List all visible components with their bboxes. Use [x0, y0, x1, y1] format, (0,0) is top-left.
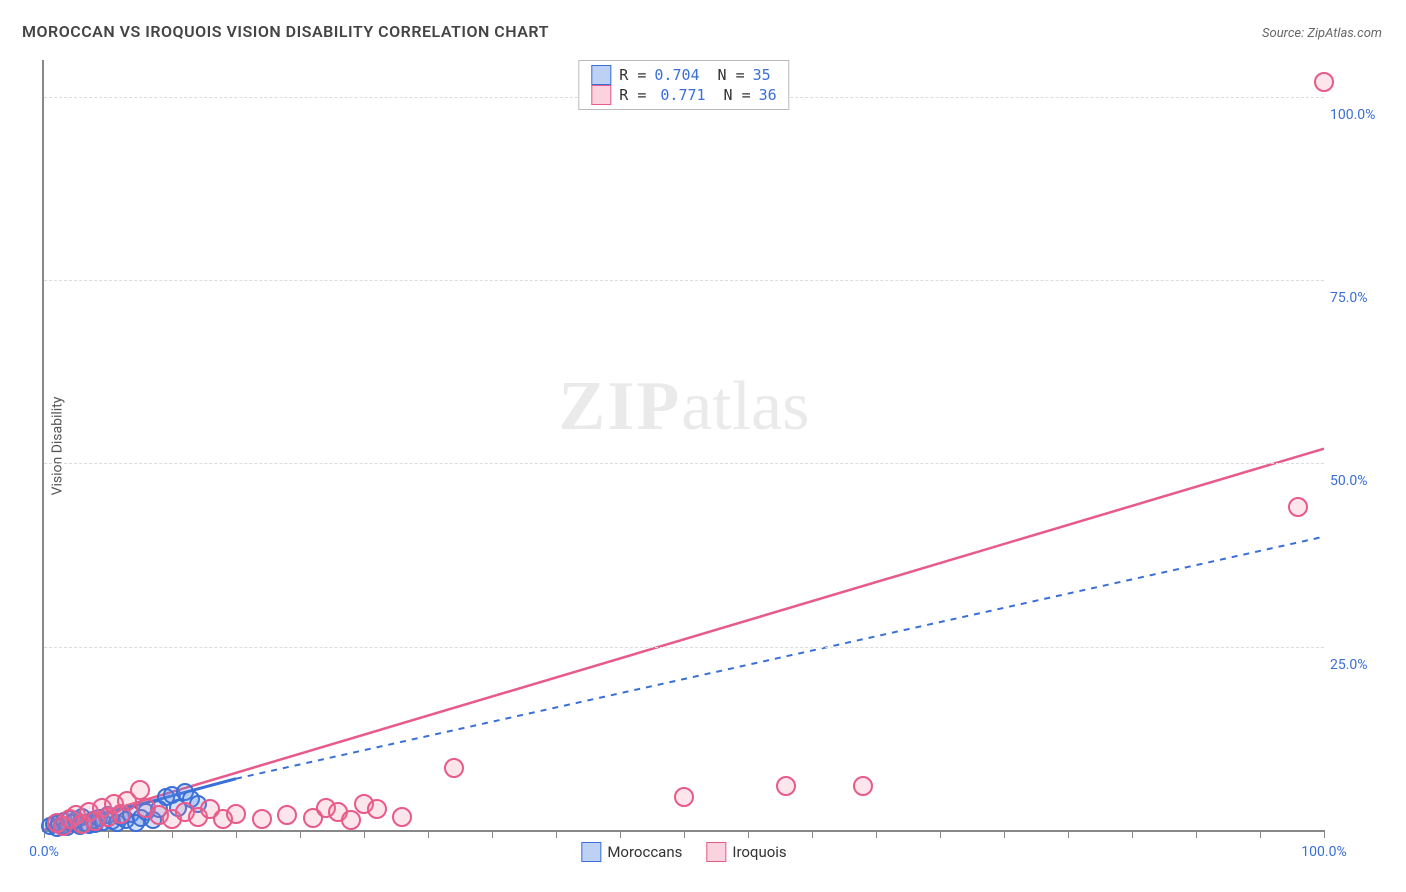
data-point	[226, 804, 246, 824]
x-tick	[300, 830, 301, 838]
legend-swatch-moroccans-icon	[581, 842, 601, 862]
x-tick	[876, 830, 877, 838]
x-tick	[1004, 830, 1005, 838]
data-point	[367, 799, 387, 819]
stats-legend: R = 0.704 N = 35 R = 0.771 N = 36	[578, 60, 789, 110]
stats-r-value-0: 0.704	[654, 66, 699, 84]
swatch-moroccans-icon	[591, 65, 611, 85]
data-point	[392, 807, 412, 827]
legend-label-moroccans: Moroccans	[607, 843, 682, 861]
source-attribution: Source: ZipAtlas.com	[1262, 26, 1382, 41]
gridline	[44, 647, 1324, 648]
x-tick	[556, 830, 557, 838]
x-tick	[108, 830, 109, 838]
watermark-bold: ZIP	[559, 368, 682, 445]
watermark: ZIPatlas	[559, 367, 810, 447]
plot-area: ZIPatlas R = 0.704 N = 35 R = 0.771 N = …	[42, 60, 1324, 832]
x-tick	[172, 830, 173, 838]
data-point	[277, 805, 297, 825]
data-point	[674, 787, 694, 807]
legend-item-moroccans: Moroccans	[581, 842, 682, 862]
stats-row-iroquois: R = 0.771 N = 36	[591, 85, 776, 105]
stats-row-moroccans: R = 0.704 N = 35	[591, 65, 776, 85]
x-tick	[364, 830, 365, 838]
legend-swatch-iroquois-icon	[706, 842, 726, 862]
gridline	[44, 280, 1324, 281]
x-tick	[1260, 830, 1261, 838]
x-tick	[1196, 830, 1197, 838]
stats-n-value-1: 36	[759, 86, 777, 104]
data-point	[1314, 72, 1334, 92]
stats-n-label: N =	[718, 66, 745, 84]
x-tick	[1068, 830, 1069, 838]
x-tick	[428, 830, 429, 838]
x-tick	[492, 830, 493, 838]
x-tick	[940, 830, 941, 838]
series-legend: Moroccans Iroquois	[581, 842, 786, 862]
y-tick-label: 50.0%	[1330, 473, 1394, 489]
legend-item-iroquois: Iroquois	[706, 842, 786, 862]
x-tick	[1132, 830, 1133, 838]
watermark-rest: atlas	[681, 368, 809, 445]
chart-title: MOROCCAN VS IROQUOIS VISION DISABILITY C…	[22, 22, 549, 41]
x-tick	[812, 830, 813, 838]
data-point	[341, 810, 361, 830]
y-tick-label: 75.0%	[1330, 290, 1394, 306]
x-tick	[748, 830, 749, 838]
swatch-iroquois-icon	[591, 85, 611, 105]
y-tick-label: 25.0%	[1330, 657, 1394, 673]
stats-r-label: R =	[619, 66, 646, 84]
x-tick-label: 100.0%	[1301, 844, 1346, 860]
data-point	[776, 776, 796, 796]
data-point	[444, 758, 464, 778]
x-tick-label: 0.0%	[29, 844, 59, 860]
gridline	[44, 463, 1324, 464]
stats-r-label: R =	[619, 86, 646, 104]
x-tick	[620, 830, 621, 838]
data-point	[130, 780, 150, 800]
x-tick	[684, 830, 685, 838]
x-tick	[236, 830, 237, 838]
stats-n-value-0: 35	[753, 66, 771, 84]
stats-r-value-1: 0.771	[660, 86, 705, 104]
stats-n-label: N =	[724, 86, 751, 104]
data-point	[853, 776, 873, 796]
y-tick-label: 100.0%	[1330, 107, 1394, 123]
trend-lines	[44, 60, 1324, 830]
data-point	[252, 809, 272, 829]
data-point	[1288, 497, 1308, 517]
legend-label-iroquois: Iroquois	[732, 843, 786, 861]
x-tick	[1324, 830, 1325, 838]
